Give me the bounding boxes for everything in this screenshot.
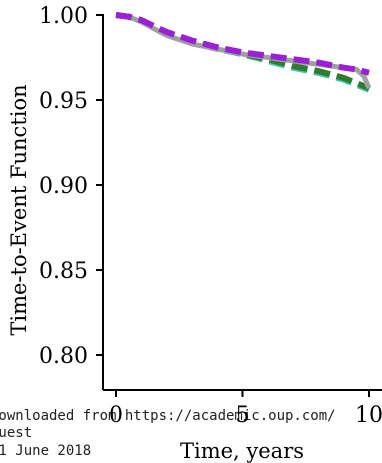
watermark-line-1: Downloaded from https://academic.oup.com… [0,408,336,424]
watermark-line-2: guest [0,425,32,441]
y-axis-title: Time-to-Event Function [7,84,31,335]
watermark: Downloaded from https://academic.oup.com… [0,408,336,459]
y-tick-label: 1.00 [39,4,88,29]
y-tick-label: 0.80 [39,344,88,369]
x-axis-title: Time, years [180,439,304,463]
y-tick-label: 0.95 [39,89,88,114]
y-ticks: 0.80 0.85 0.90 0.95 1.00 [39,4,103,369]
series-line-3 [115,12,372,90]
plot-area [115,12,372,93]
series-layer [115,12,372,93]
x-ticks: 0 5 10 [109,390,382,428]
watermark-line-3: 11 June 2018 [0,443,91,459]
x-tick-label: 5 [236,403,250,428]
y-tick-label: 0.90 [39,174,88,199]
x-tick-label: 10 [355,403,382,428]
x-tick-label: 0 [109,403,123,428]
series-line-4 [115,12,370,76]
y-tick-label: 0.85 [39,259,88,284]
